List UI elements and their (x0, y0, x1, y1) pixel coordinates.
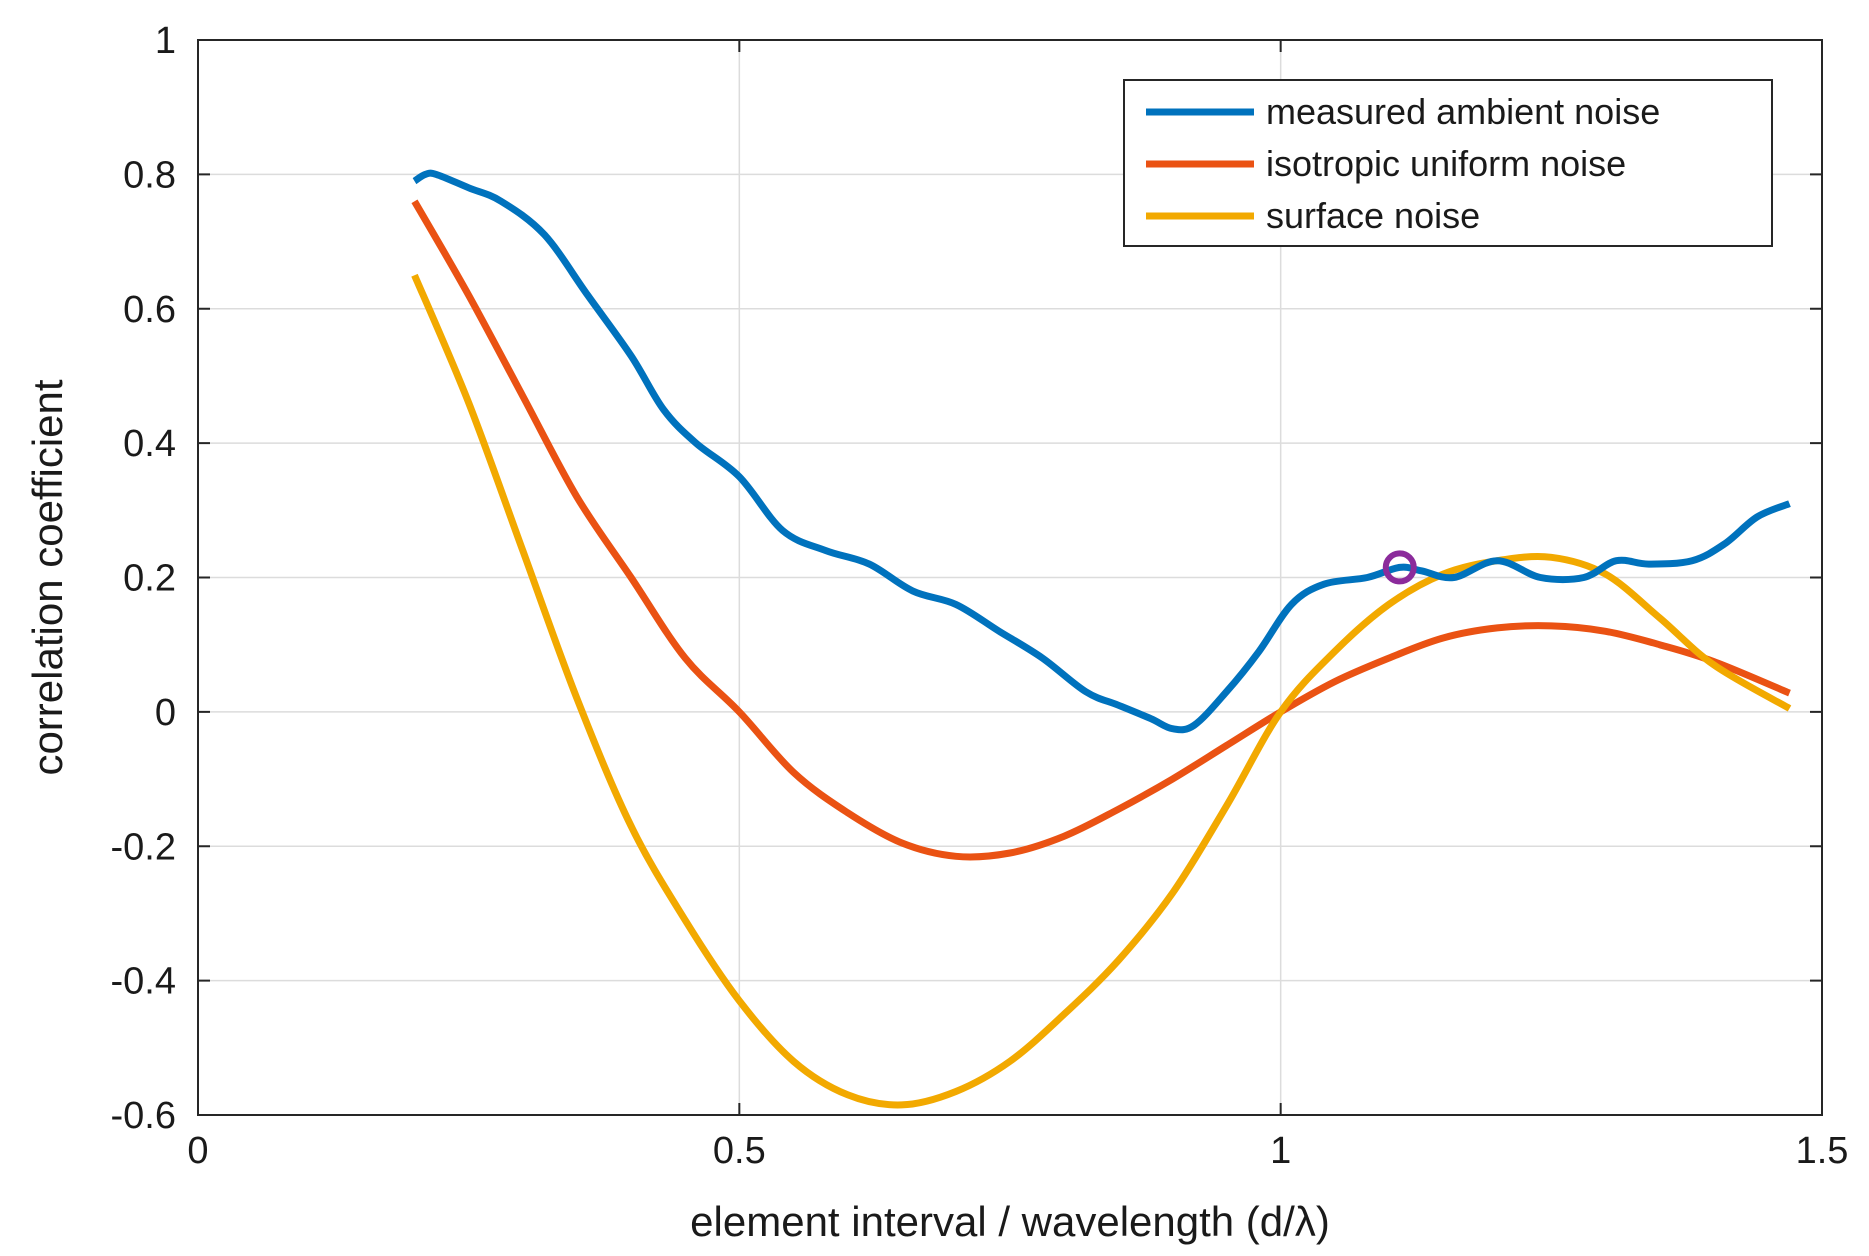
y-tick-label: -0.4 (111, 961, 176, 1003)
y-tick-label: 0 (155, 692, 176, 734)
highlight-marker-circle (1382, 550, 1417, 585)
y-tick-label: -0.6 (111, 1095, 176, 1137)
legend: measured ambient noise isotropic uniform … (1123, 79, 1773, 247)
y-tick-label: 1 (155, 20, 176, 62)
y-tick-label: 0.6 (123, 289, 176, 331)
y-tick-label: 0.2 (123, 558, 176, 600)
x-tick-label: 1.5 (1796, 1130, 1849, 1172)
marker-layer (1382, 550, 1417, 585)
tick-layer: 0 0.5 1 1.5 -0.6 -0.4 -0.2 0 0.2 0.4 0.6 0.8 1 (111, 20, 1849, 1172)
y-tick-label: 0.8 (123, 154, 176, 196)
x-tick-label: 0.5 (713, 1130, 766, 1172)
series-layer (411, 169, 1792, 1109)
legend-label-surface-noise: surface noise (1266, 195, 1480, 236)
y-axis-label: correlation coefficient (24, 379, 71, 775)
x-axis-label: element interval / wavelength (d/λ) (690, 1198, 1330, 1245)
x-tick-label: 1 (1270, 1130, 1291, 1172)
legend-label-measured-ambient-noise: measured ambient noise (1266, 91, 1660, 132)
series-line-isotropic-uniform-noise (411, 199, 1791, 861)
y-tick-label: -0.2 (111, 826, 176, 868)
series-line-surface-noise (411, 273, 1792, 1109)
legend-label-isotropic-uniform-noise: isotropic uniform noise (1266, 143, 1626, 184)
y-tick-label: 0.4 (123, 423, 176, 465)
series-line-measured-ambient-noise (412, 169, 1791, 734)
x-tick-label: 0 (187, 1130, 208, 1172)
